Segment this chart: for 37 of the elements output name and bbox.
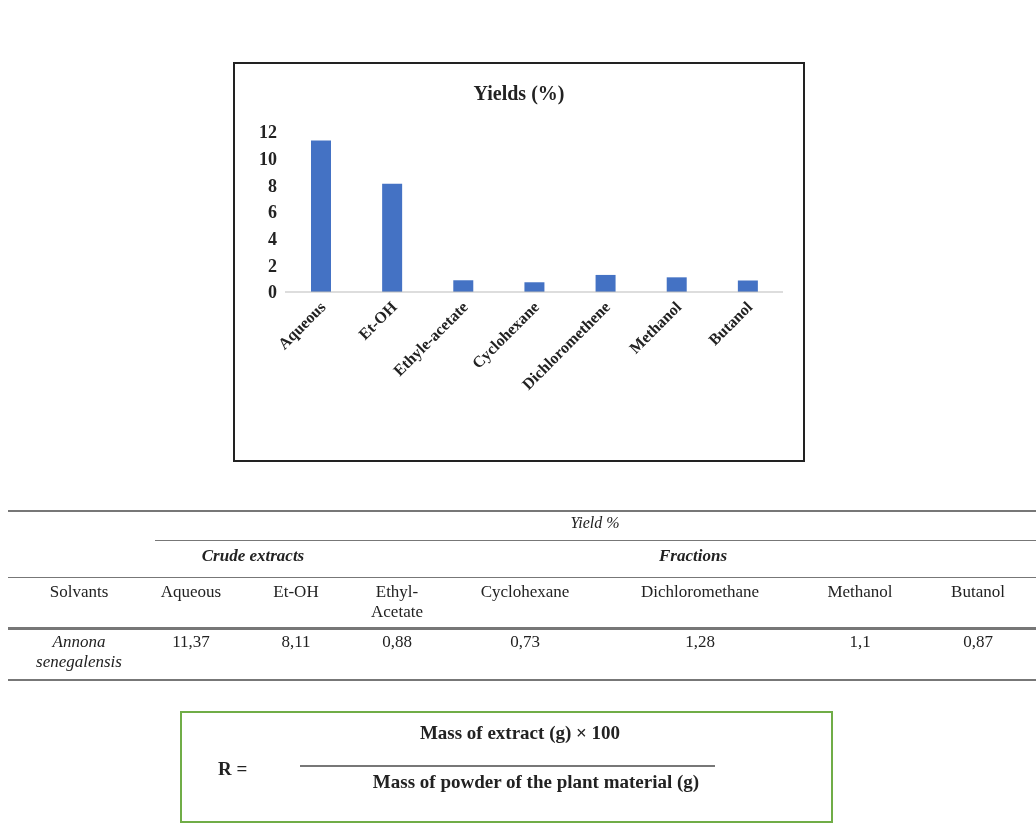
text: Butanol xyxy=(951,582,1005,602)
bar xyxy=(666,277,687,292)
y-tick-label: 2 xyxy=(268,255,277,276)
text: Crude extracts xyxy=(201,546,305,566)
text: Ethyl-Acetate xyxy=(370,582,424,622)
chart-title: Yields (%) xyxy=(472,82,566,105)
text: 0,87 xyxy=(963,632,993,652)
text: Dichloromethane xyxy=(640,582,760,602)
bar xyxy=(595,274,616,292)
text: 0,88 xyxy=(382,632,412,652)
text: Mass of extract (g) × 100 xyxy=(419,722,621,744)
text: Solvants xyxy=(49,582,109,602)
y-tick-label: 6 xyxy=(268,202,277,223)
bar xyxy=(737,280,758,292)
text: Annona senegalensis xyxy=(35,632,123,672)
y-tick-label: 0 xyxy=(268,282,277,303)
bar xyxy=(382,183,403,292)
y-tick-label: 8 xyxy=(268,175,277,196)
text: Cyclohexane xyxy=(480,582,570,602)
text: 11,37 xyxy=(172,632,210,652)
text: R = xyxy=(218,758,248,780)
y-tick-label: 12 xyxy=(259,122,277,143)
bar xyxy=(453,280,474,292)
text: Fractions xyxy=(658,546,728,566)
text: Aqueous xyxy=(160,582,222,602)
y-tick-label: 4 xyxy=(268,229,277,250)
bar xyxy=(311,140,331,292)
text: 0,73 xyxy=(510,632,540,652)
text: Et-OH xyxy=(273,582,319,602)
text: 1,28 xyxy=(685,632,715,652)
text: 8,11 xyxy=(281,632,311,652)
text: 1,1 xyxy=(849,632,871,652)
bar xyxy=(524,282,545,292)
y-tick-label: 10 xyxy=(259,149,277,170)
text: Yield % xyxy=(570,514,620,532)
text: Methanol xyxy=(827,582,893,602)
text: Mass of powder of the plant material (g) xyxy=(372,771,700,793)
